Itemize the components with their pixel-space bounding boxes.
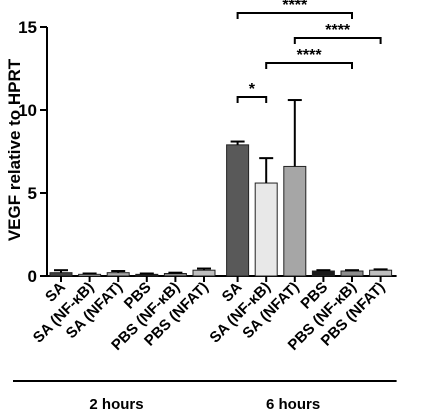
significance-label: **** (297, 47, 323, 64)
bar (340, 270, 364, 277)
bar (311, 270, 335, 277)
significance-label: * (249, 81, 256, 98)
bar (135, 273, 159, 277)
bar (254, 182, 278, 277)
y-tick-label: 10 (18, 101, 37, 120)
significance-bracket (236, 96, 268, 103)
significance-bracket (293, 37, 382, 44)
y-tick-label: 0 (28, 267, 37, 286)
significance-label: **** (282, 0, 308, 14)
bar (163, 273, 187, 277)
bar (106, 272, 130, 277)
bar (283, 165, 307, 277)
group-label: 6 hours (266, 396, 320, 412)
y-tick-label: 5 (28, 184, 37, 203)
significance-label: **** (325, 22, 351, 39)
bar (49, 272, 73, 277)
bar (226, 144, 250, 277)
group-label: 2 hours (89, 396, 143, 412)
significance-bracket (265, 62, 353, 69)
significance-bracket (236, 12, 353, 19)
bar (192, 269, 216, 277)
y-tick-label: 15 (18, 18, 37, 37)
bar (78, 273, 102, 277)
bar (369, 269, 393, 277)
y-axis-label-group: VEGF relative to HPRT (5, 58, 24, 241)
y-axis-label: VEGF relative to HPRT (5, 58, 24, 241)
